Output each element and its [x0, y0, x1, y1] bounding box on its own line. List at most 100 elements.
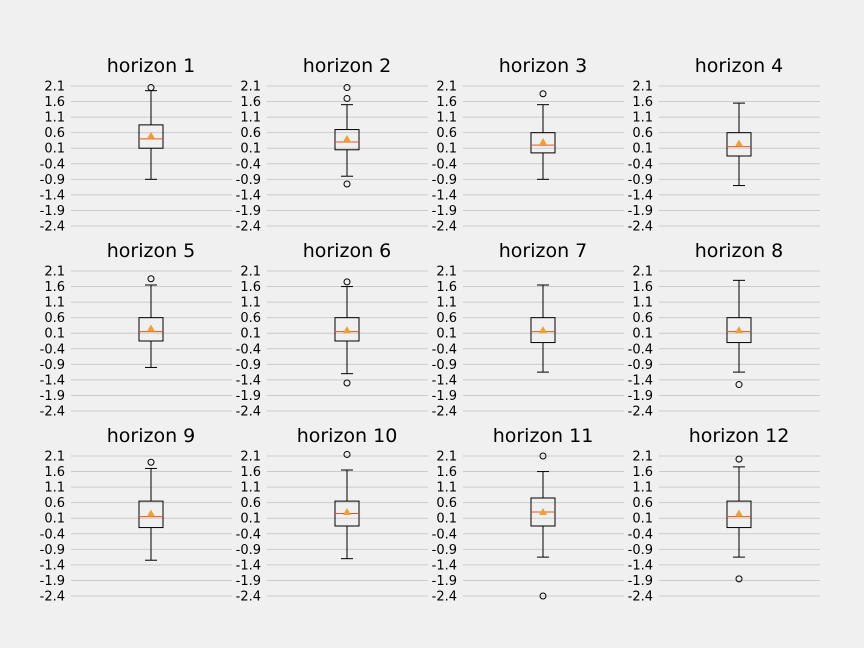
outlier-point	[343, 379, 351, 387]
y-tick-label: -1.4	[40, 188, 65, 203]
y-tick-label: -1.9	[432, 389, 457, 404]
y-tick-label: 1.6	[632, 95, 653, 110]
y-tick-label: 2.1	[240, 80, 261, 95]
y-tick-label: 0.6	[436, 311, 457, 326]
panel-12: horizon 12 2.11.61.10.60.1-0.4-0.9-1.4-1.…	[628, 425, 820, 605]
y-tick-label: -1.9	[628, 204, 653, 219]
y-tick-label: -0.4	[432, 342, 457, 357]
y-tick-label: 1.1	[44, 111, 65, 126]
y-tick-label: -1.4	[236, 373, 261, 388]
y-tick-label: -2.4	[236, 590, 261, 605]
y-tick-label: 0.1	[44, 142, 65, 157]
y-tick-label: 1.1	[436, 481, 457, 496]
y-tick-label: -0.4	[628, 527, 653, 542]
mean-marker	[147, 131, 155, 139]
panel-title: horizon 5	[107, 240, 196, 262]
panel-7: horizon 7 2.11.61.10.60.1-0.4-0.9-1.4-1.9…	[432, 240, 624, 420]
y-tick-label: 2.1	[436, 265, 457, 280]
panel-title: horizon 11	[493, 425, 594, 447]
y-tick-label: -1.4	[432, 373, 457, 388]
y-tick-label: -0.9	[628, 543, 653, 558]
y-tick-label: 1.1	[44, 296, 65, 311]
mean-marker	[539, 326, 547, 334]
y-tick-label: 1.6	[240, 465, 261, 480]
y-tick-label: -1.4	[236, 558, 261, 573]
y-tick-label: 1.6	[436, 95, 457, 110]
y-tick-label: 0.6	[240, 496, 261, 511]
y-tick-label: -1.4	[40, 373, 65, 388]
y-tick-label: -1.4	[432, 188, 457, 203]
outlier-point	[539, 90, 547, 98]
mean-marker	[147, 509, 155, 517]
outlier-point	[735, 575, 743, 583]
outlier-point	[735, 381, 743, 389]
y-tick-label: -2.4	[432, 405, 457, 420]
y-tick-label: -0.4	[236, 157, 261, 172]
y-tick-label: -2.4	[628, 590, 653, 605]
outlier-point	[343, 84, 351, 92]
panel-title: horizon 9	[107, 425, 196, 447]
y-tick-label: 1.1	[44, 481, 65, 496]
y-tick-label: -1.9	[40, 204, 65, 219]
y-tick-label: -0.4	[236, 342, 261, 357]
y-tick-label: 2.1	[436, 450, 457, 465]
y-tick-label: -2.4	[432, 220, 457, 235]
y-tick-label: 1.1	[632, 296, 653, 311]
y-tick-label: 1.6	[240, 95, 261, 110]
iqr-box	[726, 132, 752, 157]
y-tick-label: 2.1	[240, 450, 261, 465]
outlier-point	[147, 275, 155, 283]
iqr-box	[530, 132, 556, 154]
y-tick-label: -0.4	[40, 157, 65, 172]
panel-title: horizon 12	[689, 425, 790, 447]
y-tick-label: -1.9	[628, 574, 653, 589]
y-tick-label: 0.1	[436, 512, 457, 527]
y-tick-label: 0.1	[632, 142, 653, 157]
y-tick-label: 1.6	[44, 280, 65, 295]
y-tick-label: -0.4	[628, 342, 653, 357]
y-tick-label: -1.4	[628, 373, 653, 388]
y-tick-label: 0.1	[436, 142, 457, 157]
panel-title: horizon 10	[297, 425, 398, 447]
y-tick-label: 1.6	[436, 280, 457, 295]
y-tick-label: -0.9	[40, 173, 65, 188]
y-tick-label: 2.1	[240, 265, 261, 280]
y-tick-label: 0.6	[632, 311, 653, 326]
y-tick-label: -0.4	[236, 527, 261, 542]
y-tick-label: -0.9	[628, 173, 653, 188]
panel-8: horizon 8 2.11.61.10.60.1-0.4-0.9-1.4-1.9…	[628, 240, 820, 420]
y-tick-label: -0.9	[236, 543, 261, 558]
iqr-box	[530, 317, 556, 344]
y-tick-label: 0.6	[436, 496, 457, 511]
y-tick-label: 0.1	[240, 327, 261, 342]
panel-1: horizon 1 2.11.61.10.60.1-0.4-0.9-1.4-1.9…	[40, 55, 232, 235]
y-tick-label: 2.1	[44, 80, 65, 95]
y-tick-label: 1.1	[240, 111, 261, 126]
y-tick-label: 0.6	[240, 311, 261, 326]
iqr-box	[334, 129, 360, 151]
y-tick-label: 0.6	[44, 126, 65, 141]
y-tick-label: -2.4	[628, 220, 653, 235]
y-tick-label: -1.9	[236, 389, 261, 404]
y-tick-label: 1.6	[436, 465, 457, 480]
y-tick-label: -0.4	[40, 527, 65, 542]
y-tick-label: -1.9	[432, 574, 457, 589]
outlier-point	[343, 450, 351, 458]
mean-marker	[343, 508, 351, 515]
y-tick-label: 0.6	[632, 126, 653, 141]
y-tick-label: 2.1	[44, 265, 65, 280]
y-tick-label: -2.4	[40, 220, 65, 235]
y-tick-label: 0.6	[632, 496, 653, 511]
mean-marker	[539, 138, 547, 145]
y-tick-label: -2.4	[40, 405, 65, 420]
outlier-point	[147, 458, 155, 466]
y-tick-label: -0.9	[432, 358, 457, 373]
y-tick-label: 0.6	[240, 126, 261, 141]
y-tick-label: 0.1	[44, 327, 65, 342]
y-tick-label: 0.6	[44, 311, 65, 326]
y-tick-label: -0.4	[432, 527, 457, 542]
y-tick-label: 1.6	[632, 465, 653, 480]
y-tick-label: 1.1	[240, 296, 261, 311]
y-tick-label: -1.4	[628, 188, 653, 203]
